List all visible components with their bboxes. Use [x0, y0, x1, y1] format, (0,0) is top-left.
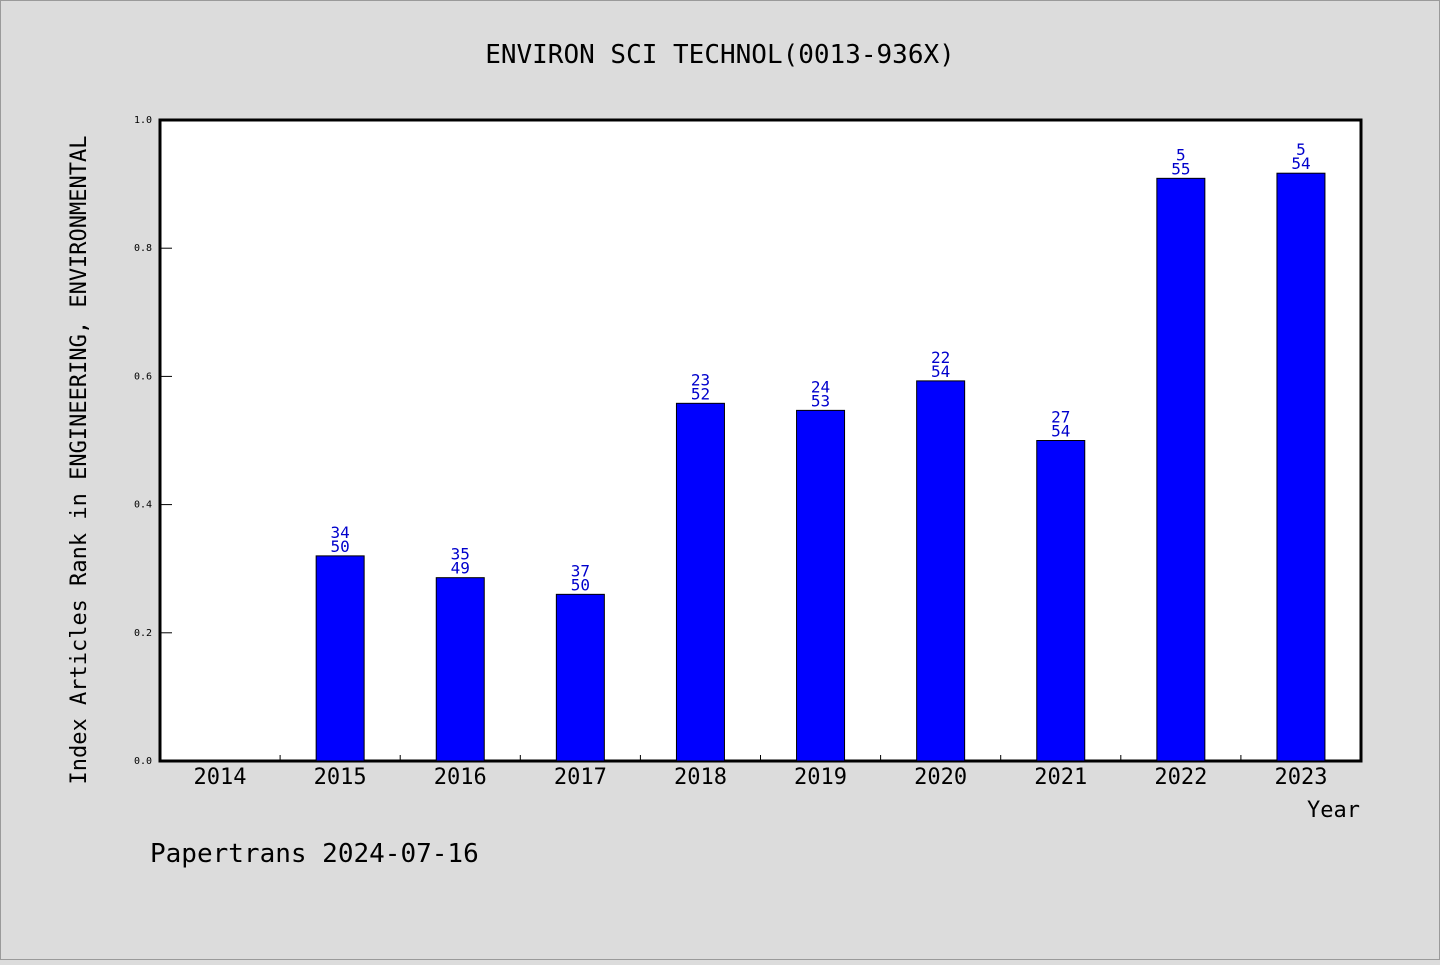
bar-label-rank: 5 — [1296, 140, 1306, 159]
bar-label-rank: 22 — [931, 348, 950, 367]
bar-label-rank: 24 — [811, 377, 830, 396]
bar — [315, 555, 365, 762]
y-tick-label: 0.0 — [134, 756, 152, 767]
footer-text: Papertrans 2024-07-16 — [150, 839, 479, 869]
x-tick-label: 2018 — [674, 765, 727, 790]
bars-layer — [315, 172, 1326, 762]
y-tick-label: 1.0 — [134, 115, 152, 126]
bar-label-total: 53 — [811, 391, 830, 410]
bar-label-total: 54 — [1291, 154, 1310, 173]
x-ticks-layer: 2014 2015 2016 2017 2018 2019 2020 2021 2022 2023 — [194, 755, 1327, 790]
y-axis-label: Index Articles Rank in ENGINEERING, ENVI… — [67, 135, 92, 784]
y-ticks-layer: 0.0 0.2 0.4 0.6 0.8 1.0 — [134, 115, 172, 767]
bar-label-total: 52 — [691, 384, 710, 403]
bar-label-total: 50 — [331, 537, 350, 556]
bar-label-rank: 35 — [451, 545, 470, 564]
bar-label-total: 55 — [1171, 159, 1190, 178]
bar-label-total: 54 — [931, 362, 950, 381]
bar-label-rank: 34 — [331, 523, 350, 542]
x-tick-label: 2023 — [1274, 765, 1327, 790]
x-tick-label: 2017 — [554, 765, 607, 790]
x-tick-label: 2019 — [794, 765, 847, 790]
bar-label-total: 50 — [571, 575, 590, 594]
bar — [435, 577, 485, 762]
y-tick-label: 0.4 — [134, 500, 152, 511]
x-tick-label: 2015 — [314, 765, 367, 790]
y-tick-label: 0.2 — [134, 628, 152, 639]
y-tick-label: 0.8 — [134, 243, 152, 254]
bar — [675, 402, 725, 762]
bar-label-total: 54 — [1051, 422, 1070, 441]
chart-title: ENVIRON SCI TECHNOL(0013-936X) — [485, 40, 955, 70]
bar — [916, 380, 966, 762]
bar-label-rank: 37 — [571, 561, 590, 580]
x-tick-label: 2021 — [1034, 765, 1087, 790]
bar — [796, 409, 846, 762]
x-tick-label: 2014 — [194, 765, 247, 790]
bar-label-rank: 23 — [691, 370, 710, 389]
x-axis-label: Year — [1307, 798, 1360, 823]
bar-label-total: 49 — [451, 559, 470, 578]
x-tick-label: 2022 — [1154, 765, 1207, 790]
bar — [1156, 177, 1206, 762]
bar — [555, 593, 605, 762]
x-tick-label: 2020 — [914, 765, 967, 790]
y-tick-label: 0.6 — [134, 371, 152, 382]
bar-label-rank: 5 — [1176, 145, 1186, 164]
bar-label-rank: 27 — [1051, 408, 1070, 427]
bar — [1036, 440, 1086, 762]
x-tick-label: 2016 — [434, 765, 487, 790]
bar — [1276, 172, 1326, 762]
